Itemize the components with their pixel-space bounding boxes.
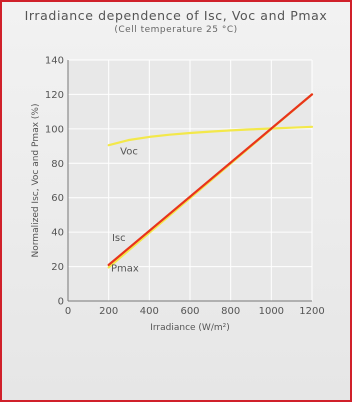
y-tick-label: 40 — [51, 228, 64, 239]
x-tick-label: 1000 — [259, 306, 284, 317]
x-tick-label: 800 — [221, 306, 240, 317]
axes — [67, 60, 312, 302]
x-axis-label: Irradiance (W/m²) — [150, 323, 230, 333]
y-tick-label: 60 — [51, 193, 64, 204]
series-label-pmax: Pmax — [111, 264, 139, 275]
chart-title: Irradiance dependence of Isc, Voc and Pm… — [24, 8, 328, 23]
y-tick-label: 20 — [51, 262, 64, 273]
y-tick-label: 120 — [45, 90, 64, 101]
grid — [68, 59, 313, 301]
y-tick-label: 100 — [45, 124, 64, 135]
series-line-voc — [107, 125, 314, 147]
series-label-voc: Voc — [120, 147, 138, 158]
y-tick-label: 80 — [51, 159, 64, 170]
series-label-isc: Isc — [112, 233, 126, 244]
series-lines — [107, 93, 314, 269]
y-tick-label: 140 — [45, 56, 64, 67]
series-line-isc — [107, 93, 314, 266]
series-annotations: Voc Isc Pmax — [111, 147, 139, 275]
y-tick-label: 0 — [58, 297, 64, 308]
x-tick-label: 0 — [65, 306, 71, 317]
tick-labels: 0 200 400 600 800 1000 1200 0 20 40 60 80 100 120 140 — [45, 56, 325, 318]
x-tick-label: 200 — [99, 306, 118, 317]
x-tick-label: 1200 — [299, 306, 324, 317]
x-tick-label: 400 — [140, 306, 159, 317]
x-tick-label: 600 — [180, 306, 199, 317]
y-axis-label: Normalized Isc, Voc and Pmax (%) — [31, 104, 41, 258]
chart-subtitle: (Cell temperature 25 °C) — [114, 25, 238, 35]
